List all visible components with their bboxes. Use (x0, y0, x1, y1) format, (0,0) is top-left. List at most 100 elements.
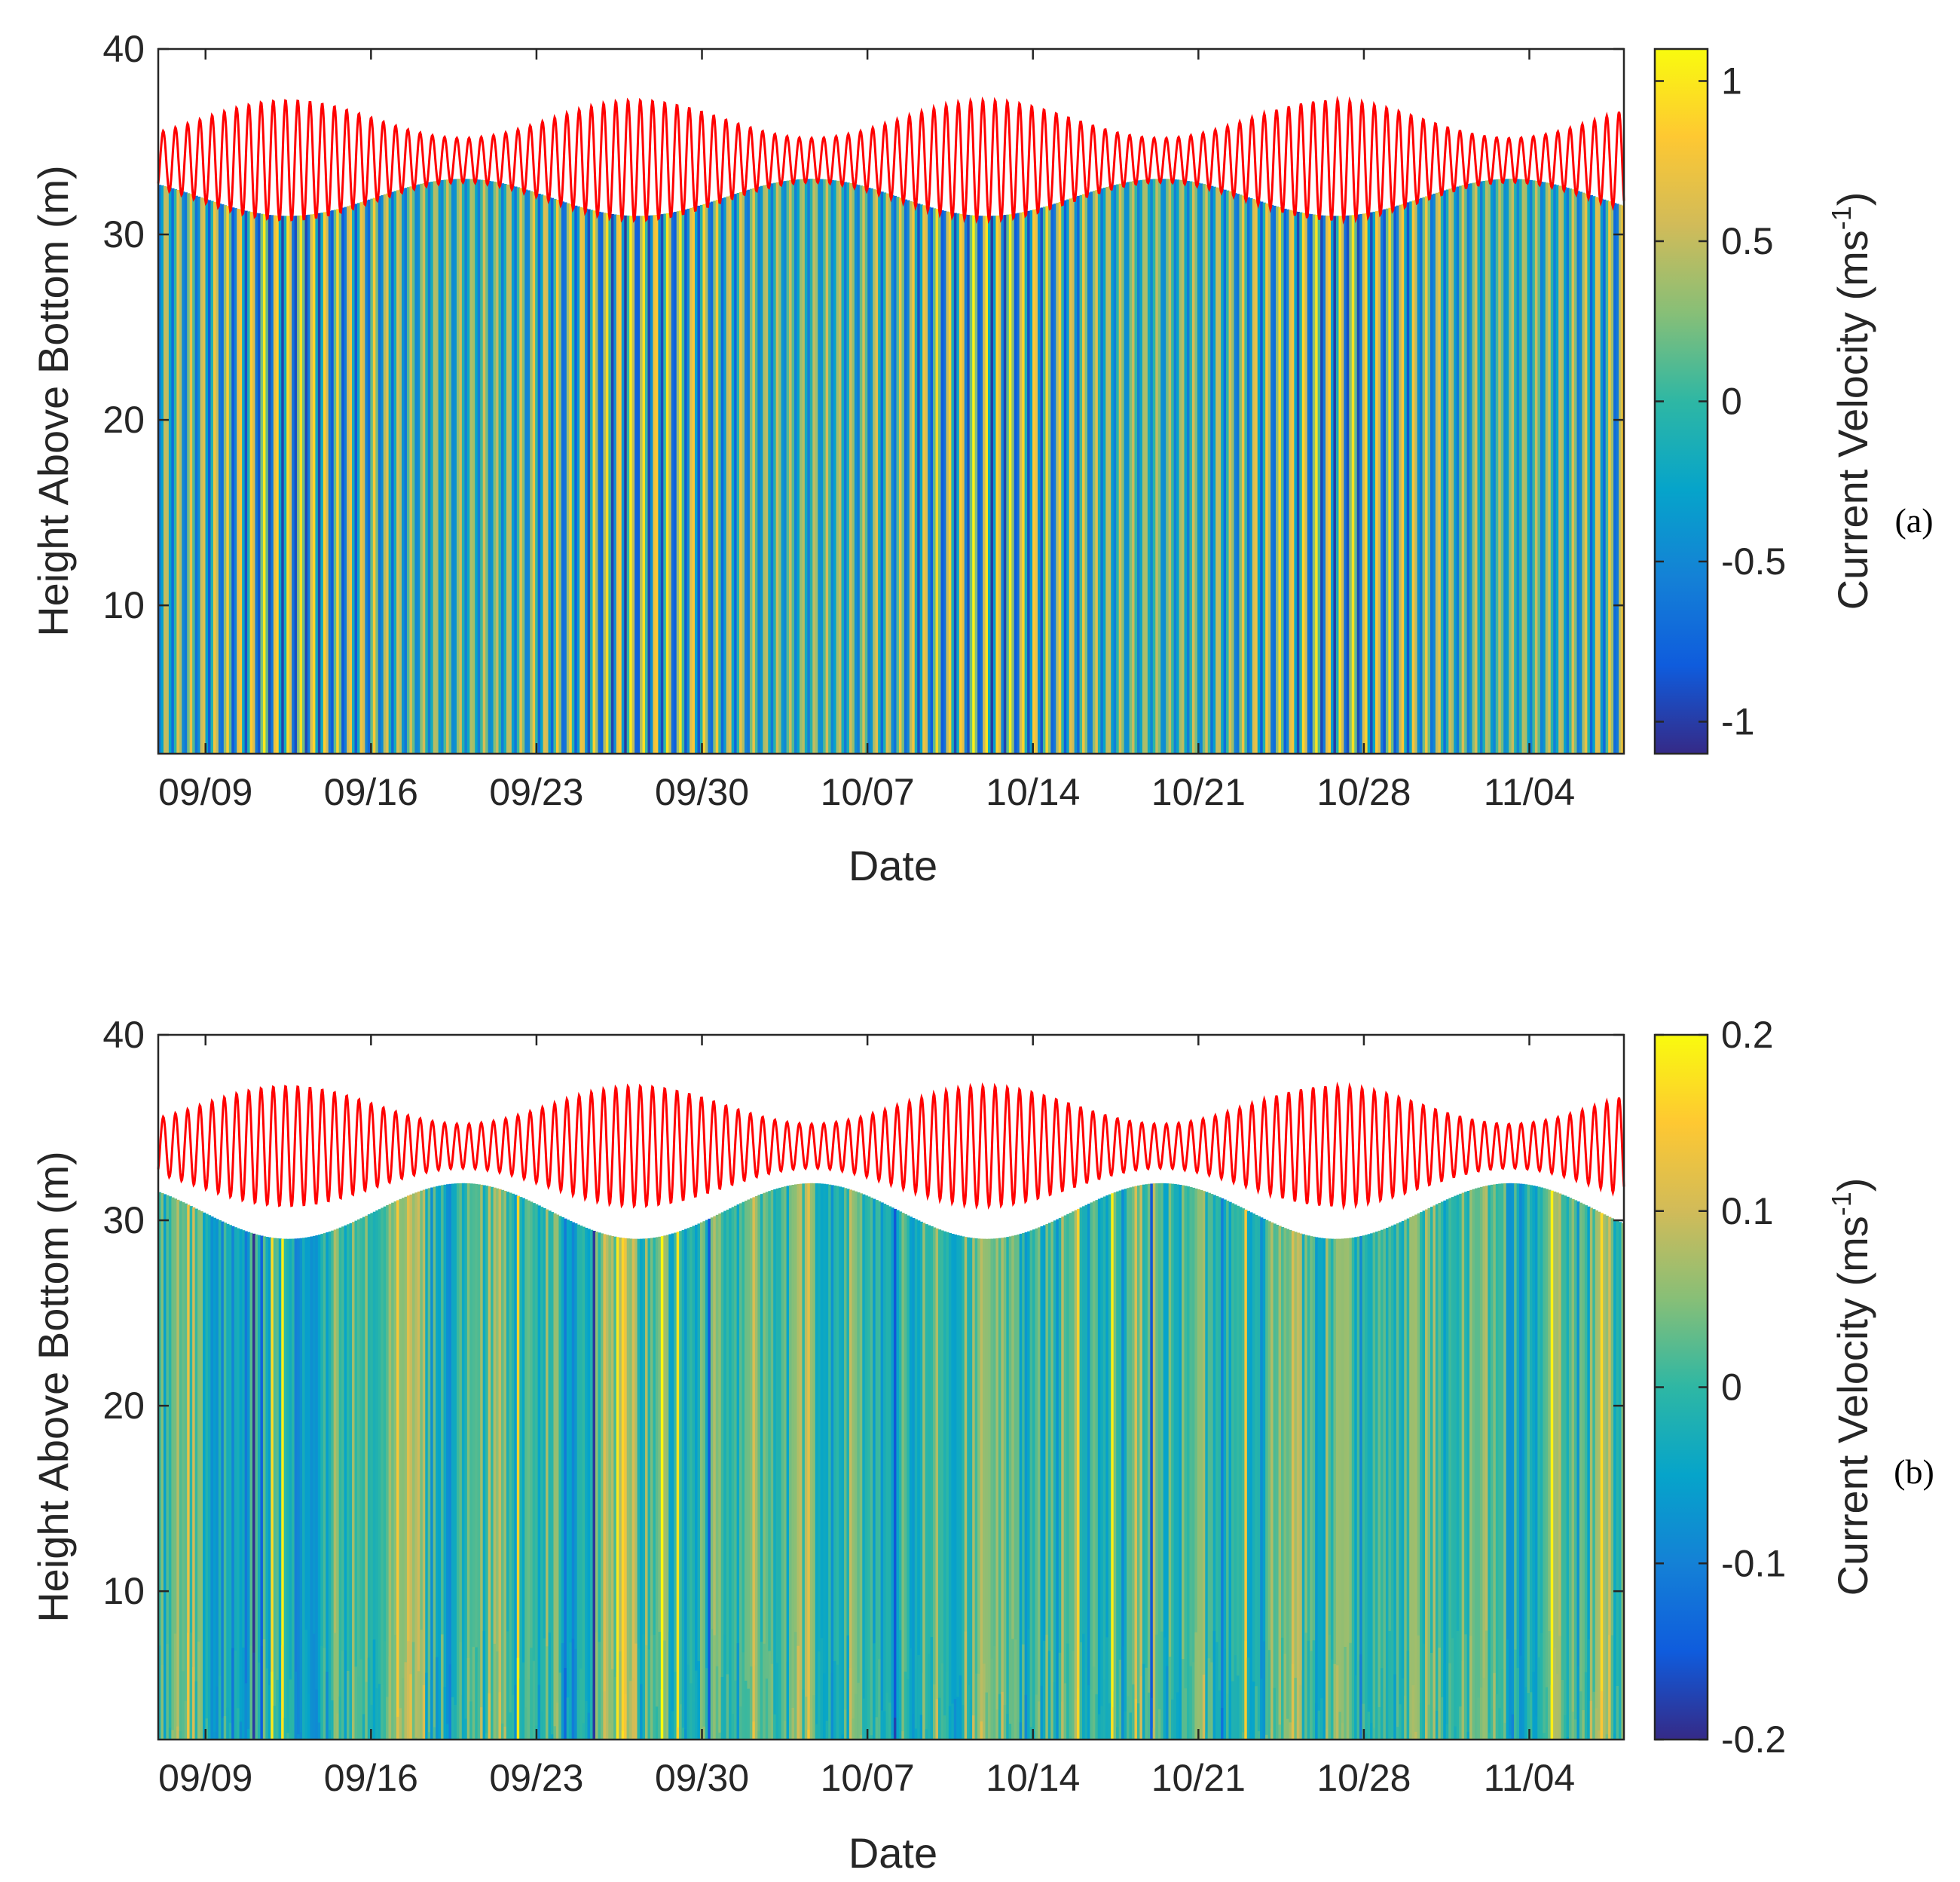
velocity-column (1249, 1212, 1253, 1740)
velocity-column (1260, 201, 1264, 754)
velocity-column (239, 210, 243, 754)
velocity-column (310, 214, 313, 754)
velocity-column (451, 179, 455, 754)
velocity-cell (962, 1705, 965, 1740)
x-axis-b: 09/09 09/16 09/23 09/30 10/07 10/14 10/21 10/28… (158, 1035, 1575, 1799)
velocity-column (402, 1198, 405, 1740)
velocity-cell (1011, 1639, 1015, 1740)
velocity-column (1040, 207, 1044, 754)
velocity-column (864, 1195, 868, 1740)
velocity-column (425, 182, 429, 754)
velocity-column (736, 1204, 740, 1740)
velocity-cell (791, 1708, 795, 1740)
velocity-column (333, 210, 337, 754)
velocity-cell (420, 1630, 423, 1740)
velocity-column (1495, 1183, 1499, 1740)
velocity-column (257, 1235, 261, 1740)
velocity-column (1066, 1213, 1070, 1740)
velocity-cell (281, 1645, 285, 1740)
velocity-column (237, 1228, 240, 1740)
velocity-column (1464, 1192, 1468, 1740)
velocity-column (268, 1237, 272, 1740)
velocity-column (1257, 200, 1261, 754)
velocity-column (1210, 1194, 1214, 1740)
velocity-column (1569, 188, 1573, 754)
velocity-column (1335, 216, 1340, 754)
velocity-column (765, 1192, 769, 1740)
velocity-column (475, 1183, 479, 1740)
velocity-cell (802, 1689, 806, 1740)
velocity-cell (904, 1671, 908, 1740)
velocity-cell (1576, 1666, 1580, 1740)
velocity-cell (736, 1643, 740, 1740)
velocity-column (739, 1203, 743, 1740)
velocity-column (747, 189, 751, 754)
velocity-column (1124, 1189, 1127, 1740)
x-tick-label: 09/23 (489, 1757, 583, 1799)
velocity-column (891, 1207, 894, 1740)
velocity-column (1545, 1189, 1549, 1740)
velocity-column (1312, 1236, 1316, 1740)
velocity-column (919, 204, 923, 754)
velocity-column (1095, 190, 1099, 754)
velocity-column (438, 180, 442, 754)
velocity-column (1307, 1235, 1310, 1740)
velocity-column (969, 1238, 973, 1740)
velocity-column (953, 213, 958, 754)
velocity-cell (925, 1729, 928, 1740)
velocity-column (1124, 182, 1127, 754)
velocity-column (1097, 1198, 1102, 1740)
velocity-cell (1257, 1731, 1261, 1740)
velocity-cell (173, 1633, 178, 1740)
velocity-cell (1548, 1631, 1552, 1740)
velocity-column (566, 203, 570, 754)
velocity-column (260, 1235, 264, 1740)
velocity-column (1301, 213, 1305, 754)
velocity-column (1587, 194, 1591, 754)
colorbar-tick-label: -0.2 (1721, 1718, 1786, 1761)
velocity-column (226, 1223, 230, 1740)
velocity-cell (590, 1703, 594, 1740)
velocity-column (1537, 1186, 1541, 1740)
velocity-cell (1063, 1683, 1067, 1740)
velocity-column (372, 1211, 376, 1740)
velocity-column (720, 197, 724, 754)
velocity-column (1200, 183, 1203, 754)
velocity-column (456, 179, 460, 754)
velocity-cell (1289, 1722, 1292, 1740)
velocity-cell (909, 1648, 913, 1740)
velocity-column (1006, 1237, 1010, 1740)
velocity-column (1310, 214, 1313, 754)
velocity-column (1506, 179, 1509, 754)
velocity-column (870, 188, 873, 754)
velocity-cell (754, 1665, 759, 1740)
velocity-column (1265, 203, 1269, 754)
velocity-column (320, 213, 324, 754)
velocity-column (708, 202, 711, 754)
velocity-column (1278, 207, 1282, 754)
velocity-column (535, 192, 539, 754)
velocity-column (367, 1214, 372, 1740)
velocity-column (1349, 215, 1353, 754)
velocity-column (825, 1184, 829, 1740)
velocity-column (1139, 179, 1143, 754)
velocity-column (226, 206, 230, 754)
velocity-column (726, 196, 729, 754)
velocity-column (200, 1211, 203, 1740)
velocity-column (436, 180, 439, 754)
velocity-cell (1155, 1634, 1159, 1740)
velocity-column (213, 201, 217, 754)
velocity-column (1032, 210, 1036, 754)
velocity-cell (1616, 1686, 1619, 1740)
velocity-column (294, 1238, 298, 1740)
velocity-cell (752, 1721, 756, 1740)
velocity-column (1461, 185, 1465, 754)
velocity-column (1312, 214, 1316, 754)
velocity-column (1445, 189, 1449, 754)
velocity-column (590, 1229, 594, 1740)
velocity-cell (249, 1645, 253, 1740)
x-tick-label: 10/28 (1316, 1757, 1411, 1799)
velocity-column (1234, 1204, 1237, 1740)
velocity-cell (1210, 1662, 1214, 1740)
panel-a: 09/09 09/16 09/23 09/30 10/07 10/14 10/21 10/28… (29, 28, 1934, 889)
